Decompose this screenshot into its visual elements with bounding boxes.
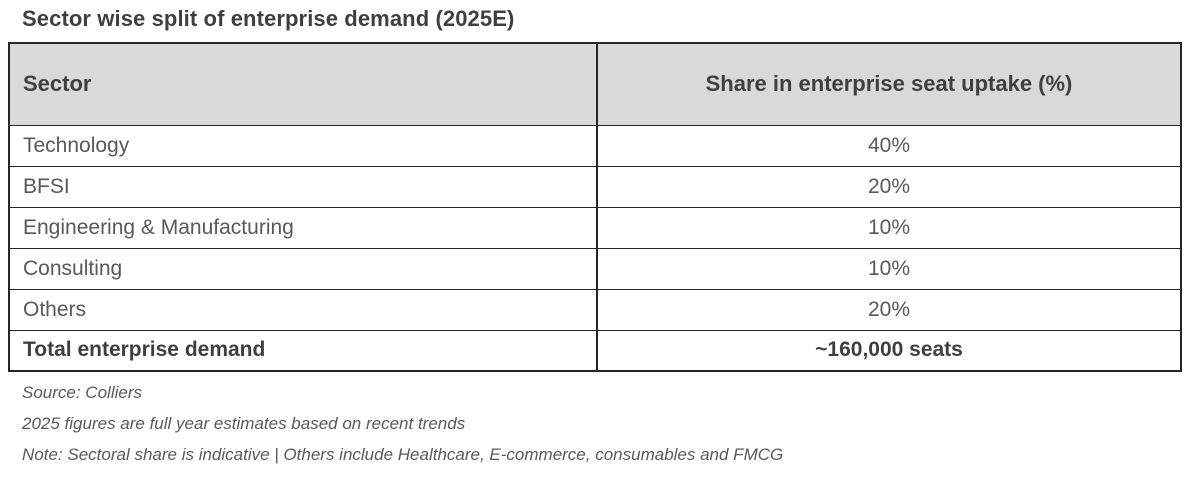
table-row: Consulting 10% — [8, 247, 1182, 290]
sector-cell: BFSI — [8, 165, 598, 208]
footnote-note: Note: Sectoral share is indicative | Oth… — [22, 445, 784, 464]
footnote-source: Source: Colliers — [22, 383, 142, 402]
sector-cell: Technology — [8, 124, 598, 167]
figure-title: Sector wise split of enterprise demand (… — [22, 6, 515, 31]
total-value-cell: ~160,000 seats — [596, 329, 1182, 372]
total-row: Total enterprise demand ~160,000 seats — [8, 329, 1182, 372]
table-row: Engineering & Manufacturing 10% — [8, 206, 1182, 249]
footnotes: Source: Colliers 2025 figures are full y… — [22, 377, 1198, 470]
table-row: Technology 40% — [8, 124, 1182, 167]
report-figure: Sector wise split of enterprise demand (… — [0, 5, 1198, 477]
column-header-share: Share in enterprise seat uptake (%) — [596, 42, 1182, 126]
sector-cell: Engineering & Manufacturing — [8, 206, 598, 249]
header-row: Sector Share in enterprise seat uptake (… — [8, 42, 1182, 126]
footnote-estimates: 2025 figures are full year estimates bas… — [22, 414, 466, 433]
share-cell: 20% — [596, 165, 1182, 208]
sector-demand-table: Sector Share in enterprise seat uptake (… — [8, 42, 1182, 372]
share-cell: 10% — [596, 206, 1182, 249]
table-row: Others 20% — [8, 288, 1182, 331]
column-header-sector: Sector — [8, 42, 598, 126]
sector-cell: Others — [8, 288, 598, 331]
share-cell: 10% — [596, 247, 1182, 290]
sector-cell: Consulting — [8, 247, 598, 290]
share-cell: 40% — [596, 124, 1182, 167]
table-row: BFSI 20% — [8, 165, 1182, 208]
share-cell: 20% — [596, 288, 1182, 331]
total-label-cell: Total enterprise demand — [8, 329, 598, 372]
